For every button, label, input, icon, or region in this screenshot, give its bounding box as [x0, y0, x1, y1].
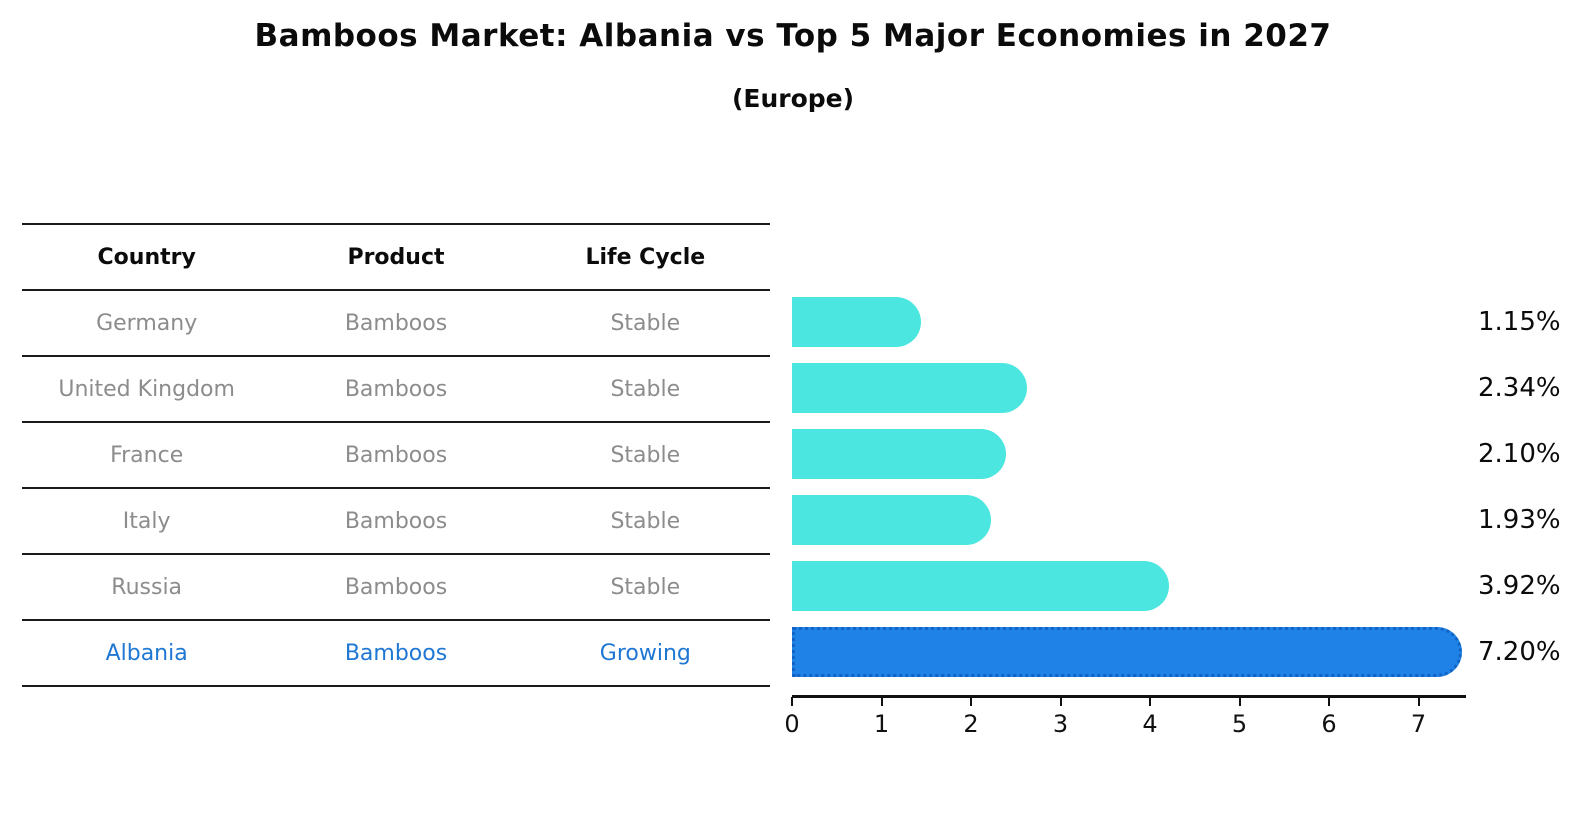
x-axis-line — [792, 695, 1466, 698]
x-tick-label-7: 7 — [1410, 710, 1427, 738]
product-cell: Bamboos — [344, 310, 448, 336]
chart-subtitle: (Europe) — [731, 84, 855, 113]
product-cell: Bamboos — [344, 640, 448, 666]
lifecycle-cell: Stable — [610, 574, 681, 600]
table-body: Germany Bamboos Stable United Kingdom Bamboo… — [22, 291, 770, 687]
x-tick-5 — [1238, 697, 1241, 706]
x-tick-label-4: 4 — [1142, 710, 1158, 738]
bar-albania — [792, 627, 1463, 677]
product-cell: Bamboos — [344, 442, 448, 468]
product-cell: Bamboos — [344, 376, 448, 402]
table-row-germany: Germany Bamboos Stable — [22, 291, 770, 357]
comparison-table: Country Product Life Cycle Germany Bamboo… — [22, 223, 770, 687]
x-tick-0 — [791, 697, 793, 706]
x-tick-6 — [1328, 697, 1330, 706]
lifecycle-cell: Stable — [610, 310, 681, 336]
product-cell: Bamboos — [344, 508, 448, 534]
x-tick-4 — [1149, 697, 1151, 706]
column-header-lifecycle: Life Cycle — [585, 244, 706, 270]
table-row-united-kingdom: United Kingdom Bamboos Stable — [22, 357, 770, 423]
country-cell: Germany — [96, 310, 198, 336]
value-label-germany: 1.15% — [1478, 307, 1561, 337]
value-label-united-kingdom: 2.34% — [1478, 373, 1561, 403]
x-tick-3 — [1059, 697, 1062, 706]
country-cell: France — [110, 442, 184, 468]
bar-italy — [792, 495, 991, 545]
bar-france — [792, 429, 1006, 479]
country-cell: Russia — [111, 574, 183, 600]
column-header-product: Product — [347, 244, 445, 270]
x-tick-label-0: 0 — [784, 710, 800, 738]
x-tick-label-3: 3 — [1052, 710, 1069, 738]
product-cell: Bamboos — [344, 574, 448, 600]
bar-russia — [792, 561, 1169, 611]
x-tick-2 — [970, 697, 972, 706]
bar-germany — [792, 297, 921, 347]
country-cell: Italy — [122, 508, 171, 534]
table-row-russia: Russia Bamboos Stable — [22, 555, 770, 621]
lifecycle-cell: Stable — [610, 508, 681, 534]
x-tick-label-6: 6 — [1321, 710, 1337, 738]
bar-united-kingdom — [792, 363, 1028, 413]
lifecycle-cell: Growing — [599, 640, 691, 666]
value-label-albania: 7.20% — [1478, 637, 1561, 667]
x-tick-label-1: 1 — [873, 710, 890, 738]
value-label-russia: 3.92% — [1478, 571, 1561, 601]
chart-title: Bamboos Market: Albania vs Top 5 Major E… — [254, 18, 1332, 54]
country-cell: Albania — [105, 640, 188, 666]
value-label-france: 2.10% — [1478, 439, 1561, 469]
table-row-france: France Bamboos Stable — [22, 423, 770, 489]
table-row-italy: Italy Bamboos Stable — [22, 489, 770, 555]
value-label-italy: 1.93% — [1478, 505, 1561, 535]
x-tick-1 — [880, 697, 883, 706]
table-row-albania: Albania Bamboos Growing — [22, 621, 770, 687]
x-tick-7 — [1417, 697, 1420, 706]
table-header-row: Country Product Life Cycle — [22, 225, 770, 291]
country-cell: United Kingdom — [58, 376, 235, 402]
lifecycle-cell: Stable — [610, 376, 681, 402]
x-tick-label-2: 2 — [963, 710, 979, 738]
column-header-country: Country — [97, 244, 196, 270]
x-tick-label-5: 5 — [1231, 710, 1248, 738]
bar-plot-area: 0 1 2 3 4 5 6 7 — [784, 223, 1492, 738]
lifecycle-cell: Stable — [610, 442, 681, 468]
